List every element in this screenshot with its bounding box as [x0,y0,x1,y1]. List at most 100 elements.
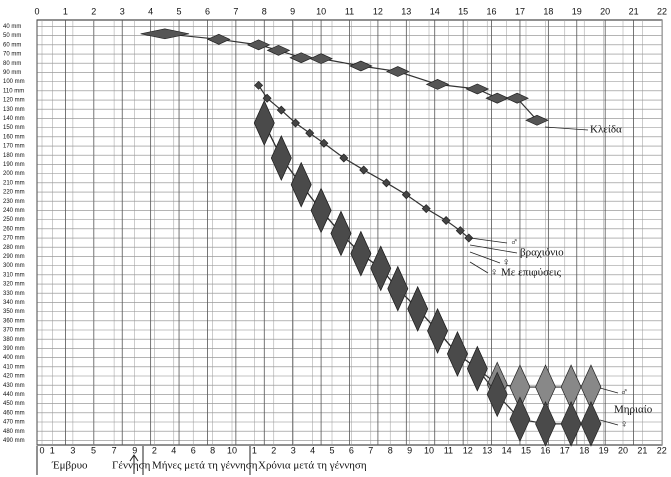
y-tick-label: 240 mm [3,208,25,214]
data-point [387,265,409,312]
y-tick-label: 140 mm [3,116,25,122]
x-tick-label: 15 [458,6,468,16]
bottom-tick-label: 14 [502,445,512,455]
x-tick-label: 19 [572,6,582,16]
data-point [309,53,333,65]
y-tick-label: 490 mm [3,438,25,444]
grid [36,20,663,445]
bottom-tick-label: 6 [191,445,196,455]
data-point [447,331,468,377]
annotation: ♀ [620,419,628,431]
y-tick-label: 170 mm [3,144,25,150]
bottom-tick-label: 11 [444,445,453,455]
y-tick-label: 440 mm [3,392,25,398]
x-tick-label: 18 [543,6,553,16]
annotation: Μηριαίο [614,404,653,416]
data-point [535,364,556,410]
y-tick-label: 460 mm [3,410,25,416]
bottom-tick-label: 4 [171,445,176,455]
bottom-tick-label: 13 [482,445,492,455]
data-point [421,204,431,214]
leader-line [469,237,508,244]
data-point [350,230,372,277]
annotation: ♂ [620,387,628,399]
data-point [270,135,292,181]
bottom-tick-label: 9 [132,445,137,455]
x-tick-label: 4 [148,6,153,16]
x-tick-label: 11 [345,6,354,16]
bottom-tick-label: 10 [227,445,237,455]
birth-arrow [129,454,139,474]
bottom-tick-label: 17 [560,445,570,455]
y-tick-label: 390 mm [3,346,25,352]
bottom-tick-label: 22 [657,445,667,455]
bottom-tick-label: 7 [368,445,373,455]
data-point [254,80,264,90]
bottom-tick-label: 2 [271,445,276,455]
data-point [535,400,556,447]
x-tick-label: 17 [515,6,525,16]
bottom-tick-label: 7 [112,445,117,455]
data-point [330,210,352,257]
x-tick-label: 10 [316,6,326,16]
data-point [339,153,349,163]
y-tick-label: 470 mm [3,420,25,426]
y-tick-label: 70 mm [3,52,21,58]
y-tick-label: 110 mm [3,88,24,94]
data-point [305,128,315,138]
data-point [381,178,391,188]
data-point [262,93,272,103]
labels: 40 mm 50 mm 60 mm 70 mm 80 mm 90 mm 100 mm 110 … [3,6,667,475]
bottom-tick-label: 18 [579,445,589,455]
data-point [466,345,488,392]
y-tick-label: 320 mm [3,282,25,288]
bottom-tick-label: 5 [91,445,96,455]
axis-title: Έμβρυο [51,460,88,472]
bottom-tick-label: 6 [349,445,354,455]
y-tick-label: 280 mm [3,245,25,251]
data-point [407,286,429,332]
y-tick-label: 90 mm [3,70,21,76]
y-tick-label: 230 mm [3,199,25,205]
data-point [290,161,312,208]
x-tick-label: 8 [262,6,267,16]
annotation: ♂ [510,237,518,249]
bottom-tick-label: 15 [521,445,531,455]
y-tick-label: 40 mm [3,24,21,30]
x-tick-label: 5 [177,6,182,16]
y-tick-label: 150 mm [3,125,25,131]
y-tick-label: 260 mm [3,226,25,232]
x-tick-label: 16 [487,6,497,16]
leader-line [599,387,619,394]
leader-line [469,244,518,254]
y-tick-label: 310 mm [3,272,25,278]
data-point [505,92,529,104]
x-tick-label: 14 [430,6,440,16]
data-point [455,226,465,236]
y-tick-label: 300 mm [3,263,25,269]
x-tick-label: 7 [233,6,238,16]
y-tick-label: 350 mm [3,309,25,315]
bottom-tick-label: 1 [252,445,257,455]
leader-line [599,419,619,426]
y-tick-label: 330 mm [3,291,25,297]
axis-title: Γέννηση [112,460,151,472]
y-tick-label: 100 mm [3,79,25,85]
y-tick-label: 130 mm [3,107,25,113]
series-line [258,84,470,239]
y-tick-label: 370 mm [3,328,25,334]
y-tick-label: 270 mm [3,236,25,242]
bottom-tick-label: 8 [388,445,393,455]
data-point [370,245,392,292]
y-tick-label: 210 mm [3,180,25,186]
annotation: βραχιόνιο [520,247,564,259]
x-tick-label: 12 [373,6,383,16]
x-tick-label: 3 [120,6,125,16]
bottom-tick-label: 9 [407,445,412,455]
data-point [385,66,410,77]
bottom-tick-label: 1 [50,445,55,455]
bottom-tick-label: 0 [39,445,44,455]
y-tick-label: 430 mm [3,383,25,389]
y-tick-label: 250 mm [3,217,25,223]
